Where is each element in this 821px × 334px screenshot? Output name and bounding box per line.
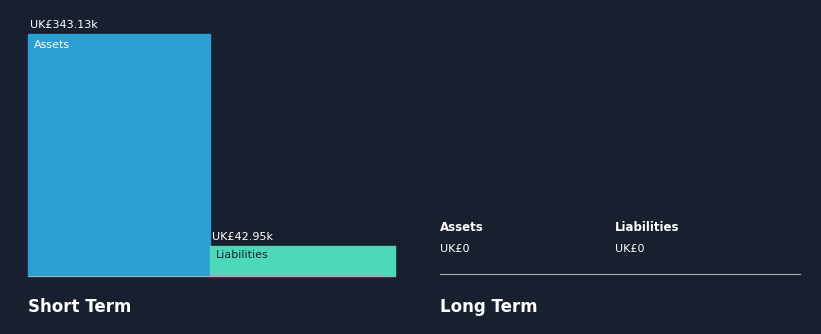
Text: Short Term: Short Term xyxy=(28,298,131,316)
Text: UK£343.13k: UK£343.13k xyxy=(30,20,98,30)
Text: Assets: Assets xyxy=(34,40,70,50)
Text: UK£42.95k: UK£42.95k xyxy=(212,232,273,242)
Text: UK£0: UK£0 xyxy=(440,244,470,254)
Text: Liabilities: Liabilities xyxy=(615,221,680,234)
Text: Assets: Assets xyxy=(440,221,484,234)
Text: Long Term: Long Term xyxy=(440,298,538,316)
Text: UK£0: UK£0 xyxy=(615,244,644,254)
Text: Liabilities: Liabilities xyxy=(216,250,268,260)
